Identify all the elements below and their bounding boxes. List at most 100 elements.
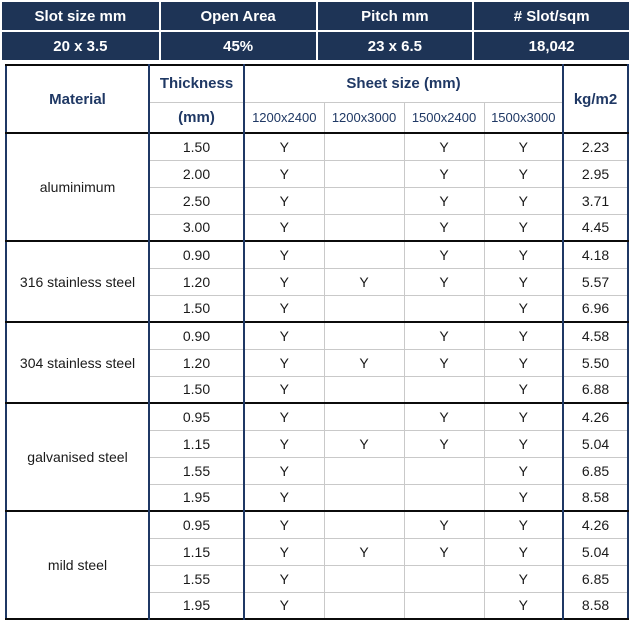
sheet-availability-cell: Y bbox=[484, 538, 565, 565]
table-row: 1.50 Y Y 6.88 bbox=[6, 376, 629, 403]
table-row: aluminimum 1.50 Y Y Y 2.23 bbox=[6, 133, 629, 241]
thickness-cell: 0.90 bbox=[149, 322, 245, 349]
sheet-size-header-1500x2400: 1500x2400 bbox=[404, 102, 485, 133]
weight-cell: 3.71 bbox=[581, 192, 610, 209]
thickness-unit-header: (mm) bbox=[149, 102, 245, 133]
sheet-availability-cell bbox=[404, 376, 485, 403]
summary-value-row: 20 x 3.5 45% 23 x 6.5 18,042 bbox=[2, 32, 629, 60]
table-row: mild steel 0.95 Y Y Y 4.26 bbox=[6, 511, 629, 619]
header-row-2: (mm) 1200x2400 1200x3000 1500x2400 1500x… bbox=[6, 102, 628, 133]
table-row: 1.15 Y Y Y Y 5.04 bbox=[6, 430, 629, 457]
sheet-availability-cell: Y bbox=[484, 484, 565, 511]
summary-value-pitch: 23 x 6.5 bbox=[315, 32, 473, 60]
sheet-availability-cell bbox=[324, 457, 405, 484]
material-column-header: Material bbox=[6, 65, 150, 133]
sheet-availability-cell: Y bbox=[404, 403, 485, 430]
summary-label-slot-per-sqm: # Slot/sqm bbox=[472, 2, 629, 32]
materials-body: aluminimum 1.50 Y Y Y 2.23 2.00 Y Y Y 2.95 2.50 Y Y Y 3… bbox=[6, 133, 629, 619]
sheet-availability-cell: Y bbox=[484, 322, 565, 349]
material-name-cell: 304 stainless steel bbox=[6, 322, 150, 403]
sheet-availability-cell bbox=[324, 376, 405, 403]
thickness-column-header: Thickness bbox=[149, 65, 245, 103]
table-row: 1.15 Y Y Y Y 5.04 bbox=[6, 538, 629, 565]
sheet-availability-cell: Y bbox=[484, 592, 565, 619]
sheet-availability-cell: Y bbox=[404, 430, 485, 457]
sheet-availability-cell bbox=[404, 484, 485, 511]
sheet-availability-cell: Y bbox=[484, 565, 565, 592]
summary-value-open-area: 45% bbox=[158, 32, 316, 60]
thickness-cell: 0.95 bbox=[149, 511, 245, 538]
sheet-availability-cell: Y bbox=[404, 322, 485, 349]
sheet-availability-cell: Y bbox=[484, 457, 565, 484]
sheet-availability-cell: Y bbox=[484, 511, 565, 538]
table-row: 2.00 Y Y Y 2.95 bbox=[6, 160, 629, 187]
weight-cell: 2.23 bbox=[581, 138, 610, 155]
sheet-availability-cell: Y bbox=[244, 565, 325, 592]
sheet-availability-cell bbox=[404, 295, 485, 322]
material-name-cell: 316 stainless steel bbox=[6, 241, 150, 322]
weight-cell: 4.26 bbox=[581, 408, 610, 425]
sheet-availability-cell: Y bbox=[484, 160, 565, 187]
table-row: 1.20 Y Y Y Y 5.57 bbox=[6, 268, 629, 295]
table-row: 1.55 Y Y 6.85 bbox=[6, 565, 629, 592]
spec-summary-bar: Slot size mm Open Area Pitch mm # Slot/s… bbox=[2, 2, 629, 60]
weight-cell: 2.95 bbox=[581, 165, 610, 182]
sheet-availability-cell bbox=[324, 214, 405, 241]
sheet-availability-cell: Y bbox=[404, 187, 485, 214]
sheet-availability-cell: Y bbox=[404, 349, 485, 376]
sheet-availability-cell: Y bbox=[404, 133, 485, 160]
sheet-availability-cell: Y bbox=[244, 214, 325, 241]
sheet-size-header-1200x3000: 1200x3000 bbox=[324, 102, 405, 133]
sheet-availability-cell: Y bbox=[484, 295, 565, 322]
thickness-cell: 2.50 bbox=[149, 187, 245, 214]
sheet-availability-cell bbox=[404, 565, 485, 592]
summary-label-open-area: Open Area bbox=[158, 2, 316, 32]
weight-cell: 5.57 bbox=[581, 273, 610, 290]
weight-cell: 6.85 bbox=[581, 570, 610, 587]
table-row: 1.55 Y Y 6.85 bbox=[6, 457, 629, 484]
sheet-availability-cell: Y bbox=[244, 484, 325, 511]
summary-value-slot-size: 20 x 3.5 bbox=[53, 37, 108, 55]
weight-cell: 5.04 bbox=[581, 543, 610, 560]
sheet-availability-cell bbox=[324, 484, 405, 511]
header-row-1: Material Thickness Sheet size (mm) kg/m2 bbox=[6, 65, 628, 133]
weight-column-header: kg/m2 bbox=[573, 90, 618, 108]
thickness-cell: 1.50 bbox=[149, 376, 245, 403]
sheet-availability-cell: Y bbox=[244, 538, 325, 565]
sheet-availability-cell: Y bbox=[404, 214, 485, 241]
weight-cell: 5.04 bbox=[581, 435, 610, 452]
sheet-availability-cell: Y bbox=[404, 268, 485, 295]
sheet-size-header-1200x2400: 1200x2400 bbox=[244, 102, 325, 133]
sheet-availability-cell: Y bbox=[484, 214, 565, 241]
sheet-availability-cell bbox=[324, 241, 405, 268]
sheet-availability-cell bbox=[404, 457, 485, 484]
sheet-availability-cell: Y bbox=[244, 295, 325, 322]
sheet-availability-cell: Y bbox=[244, 511, 325, 538]
summary-label-slot-size: Slot size mm bbox=[2, 2, 159, 32]
weight-cell: 8.58 bbox=[581, 489, 610, 506]
thickness-cell: 1.50 bbox=[149, 295, 245, 322]
material-name-cell: galvanised steel bbox=[6, 403, 150, 511]
weight-cell: 4.26 bbox=[581, 516, 610, 533]
sheet-availability-cell bbox=[324, 133, 405, 160]
sheet-availability-cell: Y bbox=[244, 403, 325, 430]
sheet-availability-cell bbox=[324, 295, 405, 322]
sheet-availability-cell: Y bbox=[244, 241, 325, 268]
sheet-availability-cell: Y bbox=[484, 376, 565, 403]
sheet-availability-cell: Y bbox=[244, 430, 325, 457]
sheet-availability-cell bbox=[324, 160, 405, 187]
sheet-availability-cell: Y bbox=[324, 268, 405, 295]
sheet-availability-cell bbox=[324, 322, 405, 349]
thickness-cell: 1.20 bbox=[149, 268, 245, 295]
sheet-availability-cell bbox=[324, 511, 405, 538]
thickness-cell: 1.50 bbox=[149, 133, 245, 160]
weight-cell: 8.58 bbox=[581, 597, 610, 614]
table-row: 1.50 Y Y 6.96 bbox=[6, 295, 629, 322]
sheet-availability-cell: Y bbox=[404, 241, 485, 268]
sheet-availability-cell: Y bbox=[484, 268, 565, 295]
sheet-availability-cell: Y bbox=[484, 187, 565, 214]
sheet-size-group-header: Sheet size (mm) bbox=[244, 65, 565, 103]
thickness-cell: 2.00 bbox=[149, 160, 245, 187]
thickness-cell: 1.20 bbox=[149, 349, 245, 376]
